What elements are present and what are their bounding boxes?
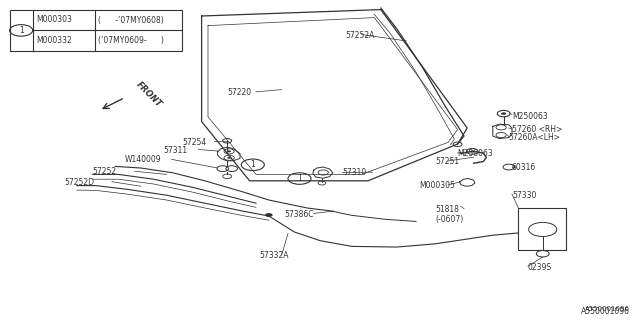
Circle shape	[265, 213, 273, 217]
Text: M000332: M000332	[36, 36, 72, 45]
Text: (’07MY0609-      ): (’07MY0609- )	[98, 36, 164, 45]
Text: M250063: M250063	[458, 149, 493, 158]
Text: 57260 <RH>: 57260 <RH>	[512, 125, 563, 134]
Text: 60316: 60316	[512, 164, 536, 172]
Text: 57311: 57311	[163, 146, 188, 155]
Text: 57330: 57330	[512, 191, 536, 200]
Circle shape	[227, 157, 231, 159]
Text: 1: 1	[297, 174, 302, 183]
Text: 1: 1	[19, 26, 24, 35]
Text: 57310: 57310	[342, 168, 367, 177]
Circle shape	[227, 150, 231, 152]
Text: 57386C: 57386C	[285, 210, 314, 219]
Text: (      -’07MY0608): ( -’07MY0608)	[98, 15, 164, 25]
Text: W140009: W140009	[125, 156, 161, 164]
Text: M250063: M250063	[512, 112, 548, 121]
Text: FRONT: FRONT	[134, 80, 163, 109]
Bar	[518, 208, 566, 250]
Text: 57260A<LH>: 57260A<LH>	[509, 133, 561, 142]
Circle shape	[501, 112, 506, 115]
Text: 57251: 57251	[435, 157, 460, 166]
Text: 57252A: 57252A	[346, 31, 375, 40]
Text: 57252: 57252	[93, 167, 117, 176]
Text: 1: 1	[250, 160, 255, 169]
Text: M000305: M000305	[419, 181, 455, 190]
Bar	[10, 10, 182, 51]
Text: 57220: 57220	[227, 88, 252, 97]
Text: M000303: M000303	[36, 15, 72, 25]
Circle shape	[470, 150, 474, 152]
Text: 57252D: 57252D	[64, 178, 94, 187]
Text: A550001096: A550001096	[586, 306, 630, 312]
Text: (-0607): (-0607)	[435, 215, 463, 224]
Text: 51818: 51818	[435, 205, 459, 214]
Text: 57332A: 57332A	[259, 252, 289, 260]
Text: 57254: 57254	[182, 138, 207, 147]
Text: 0239S: 0239S	[528, 263, 552, 272]
Text: A550001096: A550001096	[581, 308, 630, 316]
